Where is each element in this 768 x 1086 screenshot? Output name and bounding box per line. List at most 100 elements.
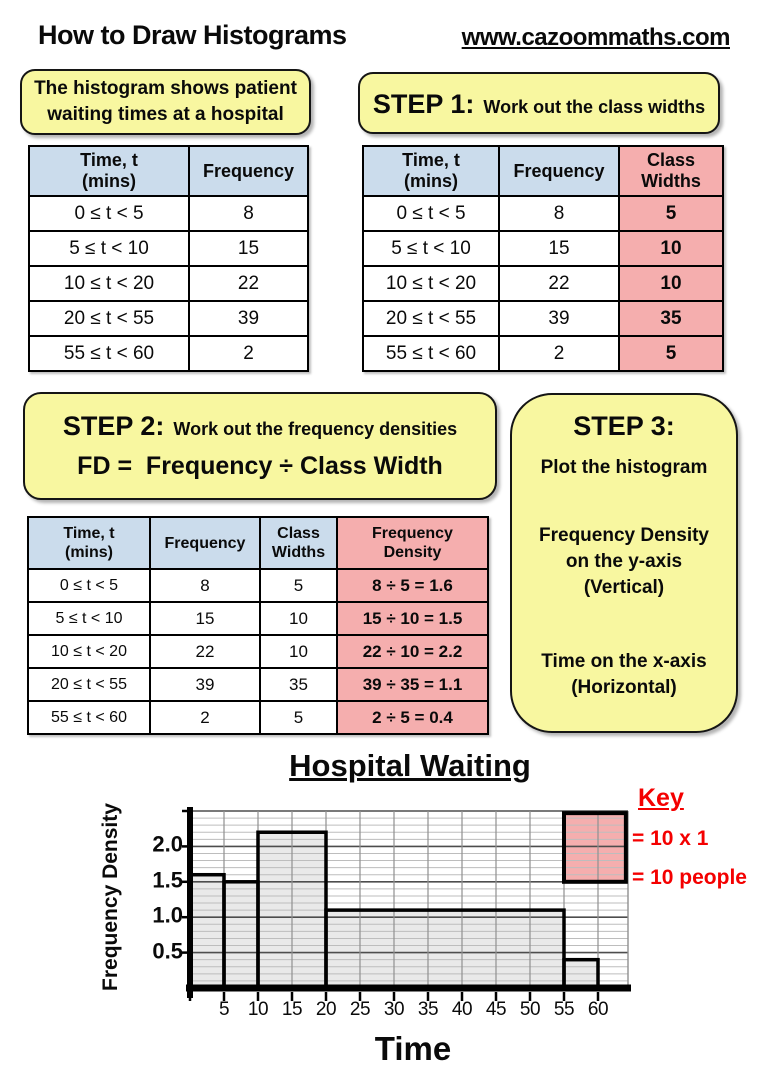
- table-row: 10 ≤ t < 20 22 10 22 ÷ 10 = 2.2: [27, 634, 489, 669]
- table-row: 20 ≤ t < 55 39: [28, 300, 309, 337]
- col-header-time: Time, t (mins): [28, 145, 190, 197]
- col-header-frequency: Frequency: [149, 516, 261, 570]
- cell-cw: 35: [259, 667, 338, 702]
- step3-label: STEP 3:: [573, 411, 675, 441]
- x-tick-label: 35: [417, 999, 439, 1020]
- frequency-density-table: Time, t (mins) Frequency Class Widths Fr…: [27, 516, 489, 735]
- cell-freq: 8: [149, 568, 261, 603]
- step3-plot-text: Plot the histogram: [540, 457, 708, 478]
- intro-text-line2: waiting times at a hospital: [47, 104, 284, 125]
- cell-cw: 10: [259, 601, 338, 636]
- cell-freq: 2: [188, 335, 309, 372]
- cell-time: 10 ≤ t < 20: [362, 265, 500, 302]
- class-widths-table: Time, t (mins) Frequency Class Widths 0 …: [362, 145, 724, 372]
- x-tick-label: 15: [281, 999, 303, 1020]
- col-header-frequency: Frequency: [188, 145, 309, 197]
- cell-fd: 2 ÷ 5 = 0.4: [336, 700, 489, 735]
- cell-time: 0 ≤ t < 5: [28, 195, 190, 232]
- cell-time: 55 ≤ t < 60: [362, 335, 500, 372]
- cell-freq: 15: [149, 601, 261, 636]
- histogram-chart: [182, 807, 631, 1001]
- key-line-area: = 10 x 1: [632, 827, 709, 850]
- x-tick-label: 60: [587, 999, 609, 1020]
- cell-cw: 5: [618, 195, 724, 232]
- col-header-frequency: Frequency: [498, 145, 620, 197]
- cell-cw: 10: [259, 634, 338, 669]
- cell-cw: 10: [618, 230, 724, 267]
- table-row: 5 ≤ t < 10 15 10 15 ÷ 10 = 1.5: [27, 601, 489, 636]
- chart-title: Hospital Waiting: [289, 748, 531, 783]
- cell-time: 10 ≤ t < 20: [28, 265, 190, 302]
- step2-text: Work out the frequency densities: [173, 419, 458, 439]
- col-header-class-widths: Class Widths: [618, 145, 724, 197]
- cell-fd: 22 ÷ 10 = 2.2: [336, 634, 489, 669]
- histogram-bar-fill: [190, 874, 224, 990]
- col-header-class-widths: Class Widths: [259, 516, 338, 570]
- table-row: 20 ≤ t < 55 39 35 39 ÷ 35 = 1.1: [27, 667, 489, 702]
- cell-time: 20 ≤ t < 55: [27, 667, 151, 702]
- table-row: 10 ≤ t < 20 22 10: [362, 265, 724, 302]
- x-tick-label: 50: [519, 999, 541, 1020]
- cell-time: 20 ≤ t < 55: [28, 300, 190, 337]
- step1-text: Work out the class widths: [483, 97, 706, 117]
- step3-yaxis-text: Frequency Density: [539, 525, 709, 546]
- cell-cw: 10: [618, 265, 724, 302]
- cell-freq: 15: [188, 230, 309, 267]
- cell-freq: 39: [188, 300, 309, 337]
- x-tick-label: 40: [451, 999, 473, 1020]
- x-axis-label: Time: [374, 1030, 452, 1067]
- cell-time: 5 ≤ t < 10: [28, 230, 190, 267]
- cell-freq: 8: [188, 195, 309, 232]
- histogram-bar-fill: [326, 910, 564, 990]
- cell-freq: 8: [498, 195, 620, 232]
- cell-freq: 15: [498, 230, 620, 267]
- histogram-bar-fill: [224, 881, 258, 990]
- key-line-people: = 10 people: [632, 866, 747, 889]
- x-tick-label: 30: [383, 999, 405, 1020]
- cell-freq: 2: [498, 335, 620, 372]
- page-title: How to Draw Histograms: [38, 20, 347, 50]
- cell-fd: 39 ÷ 35 = 1.1: [336, 667, 489, 702]
- x-tick-label: 5: [218, 999, 230, 1020]
- table-row: 55 ≤ t < 60 2: [28, 335, 309, 372]
- col-header-frequency-density: Frequency Density: [336, 516, 489, 570]
- cell-cw: 5: [259, 700, 338, 735]
- step2-label: STEP 2:: [62, 411, 165, 441]
- step3-xaxis-text: Time on the x-axis: [541, 651, 707, 672]
- cell-time: 0 ≤ t < 5: [27, 568, 151, 603]
- cell-freq: 2: [149, 700, 261, 735]
- table-row: 55 ≤ t < 60 2 5 2 ÷ 5 = 0.4: [27, 700, 489, 735]
- x-tick-label: 10: [247, 999, 269, 1020]
- intro-text-line1: The histogram shows patient: [34, 78, 297, 99]
- step1-box: STEP 1: Work out the class widths: [358, 72, 720, 134]
- cell-cw: 5: [618, 335, 724, 372]
- cell-cw: 5: [259, 568, 338, 603]
- key-block-fill: [564, 813, 626, 882]
- cell-fd: 8 ÷ 5 = 1.6: [336, 568, 489, 603]
- table-row: 55 ≤ t < 60 2 5: [362, 335, 724, 372]
- col-header-time: Time, t (mins): [27, 516, 151, 570]
- fd-formula: FD = Frequency ÷ Class Width: [77, 452, 443, 480]
- cell-fd: 15 ÷ 10 = 1.5: [336, 601, 489, 636]
- cell-freq: 39: [149, 667, 261, 702]
- y-tick-label: 1.5: [152, 867, 183, 893]
- x-tick-label: 55: [553, 999, 575, 1020]
- cell-time: 5 ≤ t < 10: [362, 230, 500, 267]
- cell-time: 20 ≤ t < 55: [362, 300, 500, 337]
- cell-time: 0 ≤ t < 5: [362, 195, 500, 232]
- y-tick-label: 2.0: [152, 832, 183, 858]
- cell-freq: 39: [498, 300, 620, 337]
- x-tick-label: 20: [315, 999, 337, 1020]
- website-url: www.cazoommaths.com: [461, 24, 731, 51]
- table-row: 10 ≤ t < 20 22: [28, 265, 309, 302]
- col-header-time: Time, t (mins): [362, 145, 500, 197]
- key-title: Key: [638, 784, 684, 812]
- cell-freq: 22: [149, 634, 261, 669]
- x-tick-label: 25: [349, 999, 371, 1020]
- cell-freq: 22: [498, 265, 620, 302]
